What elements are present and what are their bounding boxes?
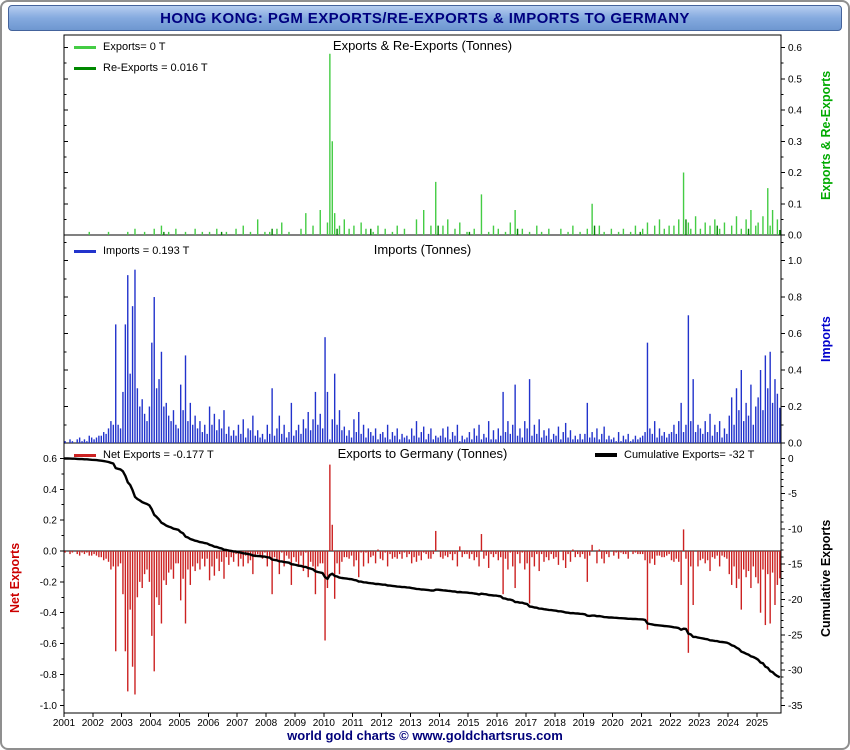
svg-text:-35: -35 — [788, 701, 803, 712]
svg-text:-0.2: -0.2 — [40, 577, 58, 588]
cumulative-legend-label: Cumulative Exports= -32 T — [624, 449, 755, 461]
panel1-legend-exports: Exports= 0 T — [74, 41, 165, 53]
svg-text:0.2: 0.2 — [43, 516, 57, 527]
svg-text:2015: 2015 — [457, 718, 480, 729]
svg-text:-15: -15 — [788, 560, 803, 571]
svg-text:0.8: 0.8 — [788, 293, 802, 304]
svg-text:0.4: 0.4 — [788, 106, 802, 117]
axis-ticks: 0.0 0.2 0.4 0.6 0.8 1.0 — [64, 241, 802, 450]
panel3-legend-cumulative: Cumulative Exports= -32 T — [595, 449, 754, 461]
panel3-title: Exports to Germany (Tonnes) — [337, 446, 508, 461]
reexports-bars — [163, 219, 781, 235]
svg-text:2020: 2020 — [601, 718, 624, 729]
svg-text:2005: 2005 — [168, 718, 191, 729]
svg-text:2018: 2018 — [544, 718, 567, 729]
svg-text:2010: 2010 — [313, 718, 336, 729]
svg-text:-10: -10 — [788, 524, 803, 535]
svg-text:2023: 2023 — [688, 718, 711, 729]
svg-text:-0.6: -0.6 — [40, 639, 58, 650]
svg-text:2025: 2025 — [746, 718, 769, 729]
svg-text:0.6: 0.6 — [43, 454, 57, 465]
footer-credit: world gold charts © www.goldchartsrus.co… — [287, 728, 563, 743]
svg-text:2003: 2003 — [111, 718, 134, 729]
net-exports-legend-label: Net Exports = -0.177 T — [103, 449, 214, 461]
imports-legend-label: Imports = 0.193 T — [103, 245, 190, 257]
svg-text:2014: 2014 — [428, 718, 451, 729]
svg-text:2012: 2012 — [370, 718, 393, 729]
cumulative-exports-axis-label: Cumulative Exports — [819, 519, 833, 637]
panel3-legend-net: Net Exports = -0.177 T — [74, 449, 214, 461]
svg-text:0.1: 0.1 — [788, 199, 802, 210]
svg-text:0.6: 0.6 — [788, 329, 802, 340]
svg-text:2013: 2013 — [399, 718, 422, 729]
svg-text:2016: 2016 — [486, 718, 509, 729]
imports-axis-label: Imports — [819, 316, 833, 362]
cumulative-line — [63, 457, 781, 679]
axis-ticks: 0.0 0.1 0.2 0.3 0.4 0.5 0.6 — [64, 43, 802, 242]
svg-text:0.4: 0.4 — [43, 485, 57, 496]
svg-text:2024: 2024 — [717, 718, 740, 729]
axis-ticks: 0.6 0.4 0.2 0.0 -0.2 -0.4 -0.6 -0.8 -1.0 0 -5 -10 -1… — [40, 454, 803, 712]
svg-text:0.0: 0.0 — [788, 231, 802, 242]
reexports-legend-label: Re-Exports = 0.016 T — [103, 62, 208, 74]
svg-text:2008: 2008 — [255, 718, 278, 729]
panel2-title: Imports (Tonnes) — [373, 242, 472, 257]
svg-text:0.0: 0.0 — [43, 547, 57, 558]
svg-text:0.2: 0.2 — [788, 168, 802, 179]
exports-reexports-axis-label: Exports & Re-Exports — [819, 70, 833, 200]
x-axis-ticks: 2001 2002 2003 2004 2005 2006 2007 2008 2009 2010… — [53, 713, 769, 729]
reexports-legend-swatch — [74, 66, 96, 70]
svg-text:0: 0 — [788, 454, 794, 465]
cumulative-legend-swatch — [595, 453, 617, 457]
svg-text:2001: 2001 — [53, 718, 76, 729]
exports-bars — [88, 53, 779, 235]
svg-text:-0.8: -0.8 — [40, 670, 58, 681]
svg-text:2019: 2019 — [573, 718, 596, 729]
svg-text:2022: 2022 — [659, 718, 682, 729]
panel1-title: Exports & Re-Exports (Tonnes) — [332, 38, 513, 53]
svg-text:2011: 2011 — [342, 718, 364, 729]
svg-text:2009: 2009 — [284, 718, 307, 729]
svg-text:2002: 2002 — [82, 718, 105, 729]
svg-text:0.3: 0.3 — [788, 137, 802, 148]
svg-text:2006: 2006 — [197, 718, 220, 729]
svg-text:0.0: 0.0 — [788, 439, 802, 450]
svg-text:2021: 2021 — [630, 718, 653, 729]
exports-legend-label: Exports= 0 T — [103, 41, 166, 53]
net-exports-legend-swatch — [74, 453, 96, 457]
svg-text:0.6: 0.6 — [788, 43, 802, 54]
svg-text:0.4: 0.4 — [788, 366, 802, 377]
title-bar: HONG KONG: PGM EXPORTS/RE-EXPORTS & IMPO… — [8, 5, 842, 31]
panel1-legend-reexports: Re-Exports = 0.016 T — [74, 62, 208, 74]
svg-text:-1.0: -1.0 — [40, 701, 58, 712]
svg-text:2017: 2017 — [515, 718, 538, 729]
svg-text:1.0: 1.0 — [788, 256, 802, 267]
svg-text:-0.4: -0.4 — [40, 608, 58, 619]
svg-text:-20: -20 — [788, 595, 803, 606]
imports-bars — [64, 269, 781, 443]
svg-text:0.2: 0.2 — [788, 402, 802, 413]
svg-text:0.5: 0.5 — [788, 74, 802, 85]
imports-legend-swatch — [74, 249, 96, 253]
svg-text:2004: 2004 — [139, 718, 162, 729]
main-title: HONG KONG: PGM EXPORTS/RE-EXPORTS & IMPO… — [160, 9, 690, 27]
net-exports-axis-label: Net Exports — [8, 542, 22, 614]
svg-text:-30: -30 — [788, 666, 803, 677]
svg-text:-25: -25 — [788, 630, 803, 641]
panel2-legend-imports: Imports = 0.193 T — [74, 245, 189, 257]
net-exports-bars — [64, 464, 781, 695]
svg-text:2007: 2007 — [226, 718, 249, 729]
exports-legend-swatch — [74, 45, 96, 49]
svg-text:-5: -5 — [788, 489, 797, 500]
